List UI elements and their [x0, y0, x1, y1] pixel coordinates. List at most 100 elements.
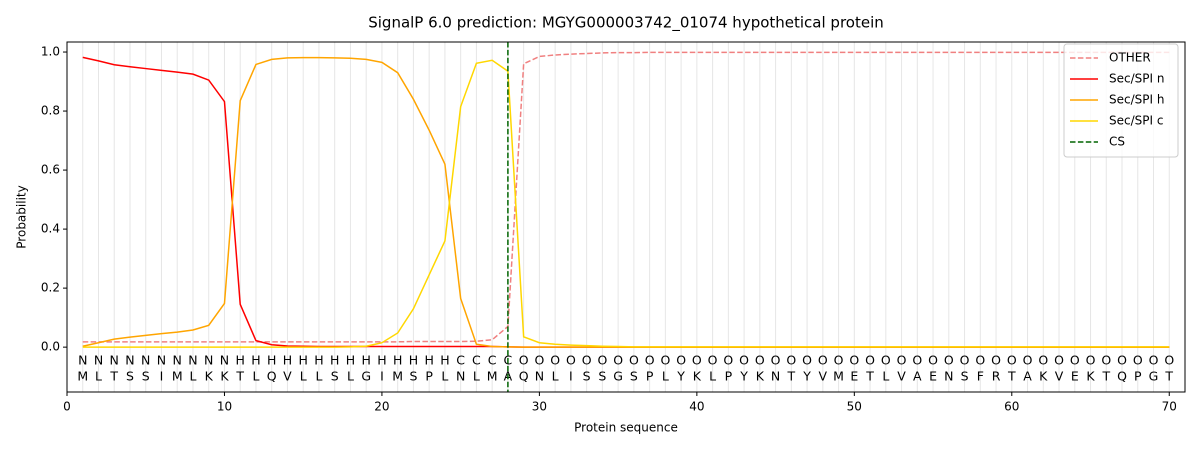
region-label: O: [1007, 353, 1017, 368]
residue-label: T: [1101, 369, 1110, 384]
residue-label: P: [646, 369, 654, 384]
region-label: O: [1054, 353, 1064, 368]
region-label: H: [236, 353, 245, 368]
residue-label: K: [220, 369, 229, 384]
residue-label: E: [850, 369, 858, 384]
series-line: [82, 59, 1170, 348]
region-label: O: [723, 353, 733, 368]
residue-label: T: [787, 369, 796, 384]
residue-label: S: [630, 369, 638, 384]
region-label: O: [960, 353, 970, 368]
region-label: H: [440, 353, 449, 368]
region-label: C: [456, 353, 465, 368]
residue-label: K: [693, 369, 702, 384]
residue-label: K: [756, 369, 765, 384]
residue-label: L: [662, 369, 669, 384]
region-label: N: [188, 353, 197, 368]
residue-label: V: [819, 369, 828, 384]
region-label: O: [755, 353, 765, 368]
region-label: O: [566, 353, 576, 368]
residue-label: K: [1039, 369, 1048, 384]
region-label: O: [818, 353, 828, 368]
chart-title: SignalP 6.0 prediction: MGYG000003742_01…: [368, 14, 884, 33]
residue-label: S: [409, 369, 417, 384]
residue-label: L: [347, 369, 354, 384]
region-label: N: [204, 353, 213, 368]
residue-label: L: [189, 369, 196, 384]
x-tick-label: 10: [217, 400, 232, 414]
y-tick-label: 0.4: [41, 222, 60, 236]
residue-label: K: [1086, 369, 1095, 384]
y-tick-label: 1.0: [41, 45, 60, 59]
residue-label: Q: [1117, 369, 1127, 384]
residue-label: V: [283, 369, 292, 384]
region-label: C: [472, 353, 481, 368]
region-label: O: [582, 353, 592, 368]
residue-label: M: [833, 369, 844, 384]
residue-label: V: [1055, 369, 1064, 384]
residue-label: S: [961, 369, 969, 384]
x-tick-label: 30: [532, 400, 547, 414]
residue-label: M: [77, 369, 88, 384]
region-label: O: [1133, 353, 1143, 368]
region-label: O: [865, 353, 875, 368]
region-label: O: [692, 353, 702, 368]
residue-label: N: [456, 369, 465, 384]
region-label: O: [771, 353, 781, 368]
region-label: O: [613, 353, 623, 368]
residue-label: N: [535, 369, 544, 384]
region-label: O: [550, 353, 560, 368]
series-line: [82, 56, 1170, 348]
region-label: O: [708, 353, 718, 368]
residue-label: L: [315, 369, 322, 384]
region-label: H: [393, 353, 402, 368]
region-label: O: [834, 353, 844, 368]
region-label: O: [802, 353, 812, 368]
y-axis-label: Probability: [15, 185, 29, 248]
residue-label: T: [109, 369, 118, 384]
residue-label: P: [425, 369, 433, 384]
residue-label: N: [771, 369, 780, 384]
residue-label: L: [252, 369, 259, 384]
region-label: O: [739, 353, 749, 368]
residue-label: I: [380, 369, 384, 384]
residue-label: Q: [519, 369, 529, 384]
residue-label: L: [441, 369, 448, 384]
region-label: O: [849, 353, 859, 368]
region-label: N: [110, 353, 119, 368]
residue-label: Y: [802, 369, 811, 384]
region-label: O: [1038, 353, 1048, 368]
residue-label: A: [913, 369, 922, 384]
residue-label: S: [331, 369, 339, 384]
residue-label: S: [126, 369, 134, 384]
region-label: N: [94, 353, 103, 368]
residue-label: G: [1149, 369, 1159, 384]
legend-box: [1063, 43, 1179, 158]
region-label: O: [991, 353, 1001, 368]
residue-label: T: [1007, 369, 1016, 384]
residue-label: L: [300, 369, 307, 384]
region-label: H: [424, 353, 433, 368]
region-label: H: [314, 353, 323, 368]
residue-label: L: [882, 369, 889, 384]
region-label: N: [173, 353, 182, 368]
region-label: O: [928, 353, 938, 368]
legend-label: Sec/SPI h: [1109, 93, 1164, 107]
region-label: N: [141, 353, 150, 368]
residue-label: M: [172, 369, 183, 384]
region-label: O: [1070, 353, 1080, 368]
region-label: O: [1164, 353, 1174, 368]
legend-label: CS: [1109, 135, 1125, 149]
region-label: H: [267, 353, 276, 368]
region-label: O: [534, 353, 544, 368]
residue-label: K: [205, 369, 214, 384]
legend-label: OTHER: [1109, 51, 1151, 65]
region-label: O: [786, 353, 796, 368]
x-tick-label: 40: [689, 400, 704, 414]
region-label: N: [157, 353, 166, 368]
region-label: H: [330, 353, 339, 368]
region-label: O: [881, 353, 891, 368]
region-label: O: [645, 353, 655, 368]
x-tick-label: 70: [1162, 400, 1177, 414]
